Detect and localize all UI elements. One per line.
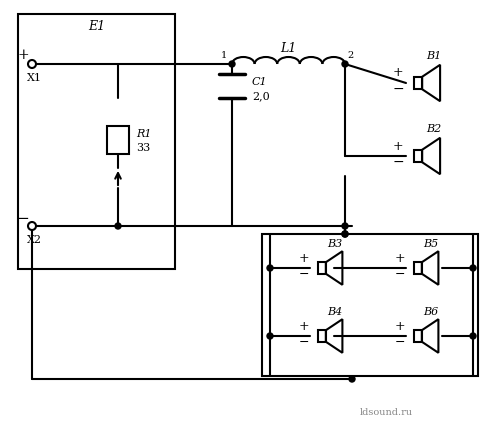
Text: C1: C1 bbox=[252, 77, 268, 87]
Circle shape bbox=[342, 231, 348, 237]
Text: X2: X2 bbox=[27, 234, 41, 245]
Text: B1: B1 bbox=[426, 51, 441, 61]
Text: −: − bbox=[395, 335, 405, 348]
Bar bbox=[107, 127, 129, 155]
Circle shape bbox=[115, 224, 121, 230]
Text: −: − bbox=[299, 335, 309, 348]
Text: L1: L1 bbox=[281, 41, 297, 55]
Text: 33: 33 bbox=[136, 143, 150, 153]
Circle shape bbox=[470, 265, 476, 271]
Text: +: + bbox=[395, 252, 405, 265]
Circle shape bbox=[267, 333, 273, 339]
Text: +: + bbox=[393, 139, 403, 152]
Circle shape bbox=[470, 333, 476, 339]
Text: 2: 2 bbox=[347, 52, 353, 60]
Bar bbox=[414, 262, 422, 274]
Text: +: + bbox=[299, 320, 309, 333]
Text: B5: B5 bbox=[423, 239, 438, 248]
Text: 2,0: 2,0 bbox=[252, 91, 270, 101]
Text: +: + bbox=[17, 48, 29, 62]
Circle shape bbox=[267, 265, 273, 271]
Text: B3: B3 bbox=[327, 239, 342, 248]
Circle shape bbox=[342, 62, 348, 68]
Circle shape bbox=[349, 376, 355, 382]
Bar bbox=[414, 78, 422, 90]
Text: −: − bbox=[17, 211, 30, 225]
Bar bbox=[318, 331, 326, 342]
Text: B2: B2 bbox=[426, 124, 441, 134]
Bar bbox=[262, 234, 478, 376]
Text: −: − bbox=[392, 155, 404, 169]
Text: E1: E1 bbox=[88, 20, 105, 33]
Text: 1: 1 bbox=[221, 52, 227, 60]
Text: ldsound.ru: ldsound.ru bbox=[360, 408, 413, 417]
Circle shape bbox=[229, 62, 235, 68]
Text: +: + bbox=[395, 320, 405, 333]
Text: B4: B4 bbox=[327, 306, 342, 316]
Circle shape bbox=[28, 222, 36, 230]
Text: −: − bbox=[392, 82, 404, 96]
Bar bbox=[18, 15, 175, 269]
Bar bbox=[414, 331, 422, 342]
Circle shape bbox=[342, 224, 348, 230]
Bar bbox=[414, 150, 422, 163]
Text: B6: B6 bbox=[423, 306, 438, 316]
Text: +: + bbox=[393, 66, 403, 79]
Circle shape bbox=[28, 61, 36, 69]
Text: −: − bbox=[395, 267, 405, 280]
Bar bbox=[318, 262, 326, 274]
Circle shape bbox=[342, 231, 348, 237]
Text: R1: R1 bbox=[136, 129, 151, 139]
Text: X1: X1 bbox=[27, 73, 41, 83]
Text: +: + bbox=[299, 252, 309, 265]
Text: −: − bbox=[299, 267, 309, 280]
